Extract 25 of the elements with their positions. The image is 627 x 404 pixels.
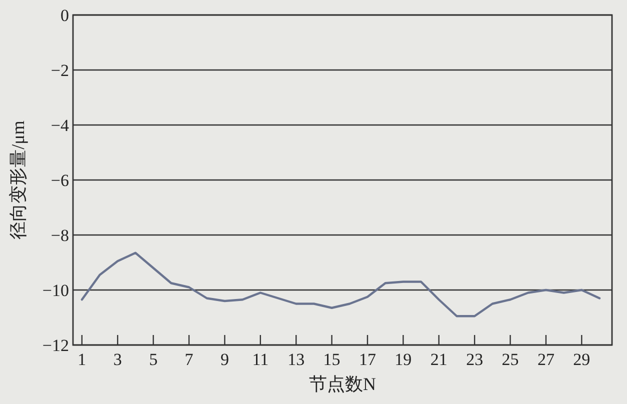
x-tick-label: 5	[149, 350, 158, 369]
y-tick-label: −10	[42, 281, 69, 300]
x-tick-label: 1	[78, 350, 86, 369]
x-tick-label: 15	[323, 350, 340, 369]
x-tick-label: 7	[184, 350, 194, 369]
y-tick-label: −4	[50, 116, 70, 135]
x-tick-label: 3	[113, 350, 122, 369]
y-tick-label: −2	[50, 61, 69, 80]
x-tick-label: 25	[502, 350, 519, 369]
y-tick-label: 0	[60, 6, 69, 25]
y-axis-title: 径向变形量/μm	[8, 120, 28, 240]
line-series	[80, 252, 601, 318]
x-tick-label: 9	[220, 350, 229, 369]
x-axis-title: 节点数N	[309, 374, 376, 394]
x-tick-label: 29	[573, 350, 590, 369]
x-tick-label: 23	[466, 350, 484, 369]
x-tick-label: 11	[252, 350, 269, 369]
y-tick-label: −6	[50, 171, 69, 190]
y-tick-label: −12	[42, 336, 69, 355]
x-tick-label: 17	[358, 350, 376, 369]
x-tick-label: 27	[537, 350, 555, 369]
x-tick-label: 21	[430, 350, 448, 369]
x-tick-label: 19	[394, 350, 412, 369]
x-tick-label: 13	[288, 350, 305, 369]
y-tick-label: −8	[50, 226, 69, 245]
